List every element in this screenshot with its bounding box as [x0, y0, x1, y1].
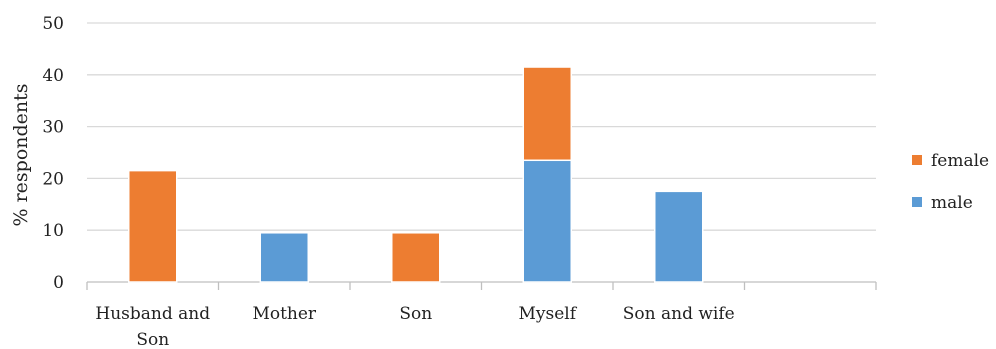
y-tick-label: 30: [42, 118, 64, 138]
y-axis-ticks: 0 10 20 30 40 50: [42, 14, 64, 293]
gridlines: [86, 22, 877, 290]
bar-female: [128, 169, 178, 283]
bar-male: [259, 232, 309, 283]
legend-label-female: female: [931, 151, 989, 171]
bar-female: [391, 232, 441, 283]
legend-swatch-female: [912, 155, 922, 165]
x-axis-ticks: Husband and Son Mother Son Myself Son and wif…: [95, 304, 734, 349]
bar-male: [654, 190, 704, 283]
bars: [128, 66, 704, 283]
x-tick-label: Son and wife: [623, 304, 735, 324]
y-tick-label: 20: [42, 169, 64, 189]
legend-swatch-male: [912, 197, 922, 207]
x-tick-label: Mother: [252, 304, 316, 324]
legend: female male: [912, 151, 989, 213]
y-axis-title: % respondents: [10, 83, 32, 226]
bar-male: [522, 159, 572, 283]
legend-label-male: male: [931, 193, 973, 213]
y-tick-label: 50: [42, 14, 64, 34]
bar-female: [522, 66, 572, 162]
x-tick-label: Myself: [518, 304, 577, 324]
y-tick-label: 40: [42, 66, 64, 86]
y-tick-label: 10: [42, 221, 64, 241]
x-tick-label: Husband and Son: [95, 304, 210, 349]
x-tick-label: Son: [399, 304, 432, 324]
y-tick-label: 0: [53, 273, 64, 293]
